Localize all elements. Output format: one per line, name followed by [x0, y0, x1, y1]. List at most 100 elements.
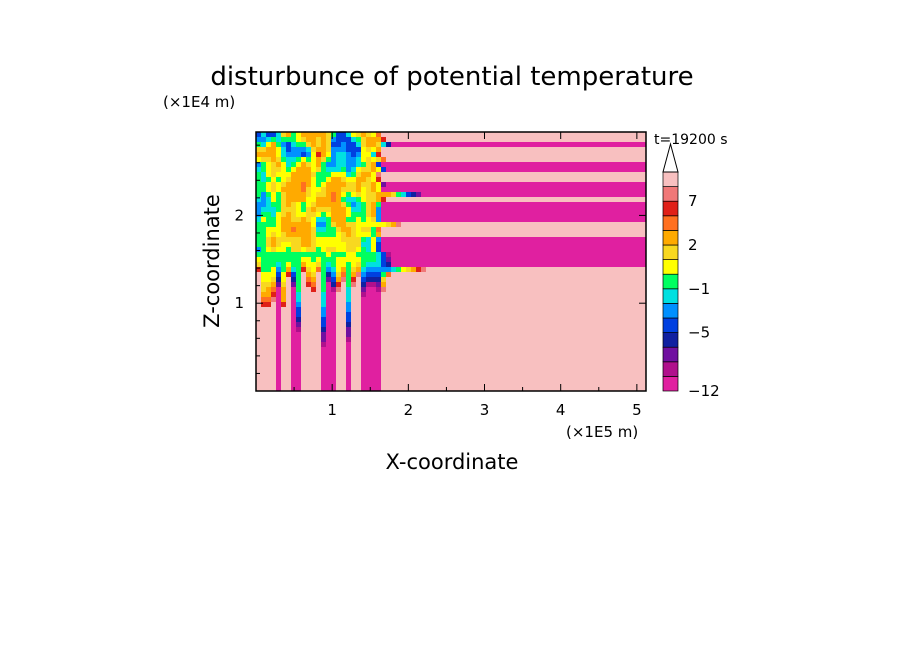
contour-cell: [641, 387, 646, 391]
contour-cell: [301, 292, 307, 298]
contour-cell: [461, 232, 467, 238]
contour-cell: [506, 132, 512, 138]
contour-cell: [261, 162, 267, 168]
contour-cell: [371, 267, 377, 273]
contour-cell: [636, 312, 642, 318]
contour-cell: [521, 152, 527, 158]
contour-cell: [491, 292, 497, 298]
contour-cell: [281, 332, 287, 338]
contour-cell: [406, 357, 412, 363]
contour-cell: [321, 132, 327, 138]
contour-cell: [491, 362, 497, 368]
contour-cell: [606, 217, 612, 223]
contour-cell: [416, 282, 422, 288]
contour-cell: [556, 212, 562, 218]
contour-cell: [451, 332, 457, 338]
contour-cell: [336, 242, 342, 248]
contour-cell: [336, 342, 342, 348]
contour-cell: [386, 262, 392, 268]
contour-cell: [486, 262, 492, 268]
contour-cell: [351, 327, 357, 333]
contour-cell: [521, 342, 527, 348]
contour-cell: [591, 327, 597, 333]
contour-cell: [276, 267, 282, 273]
contour-cell: [266, 362, 272, 368]
contour-cell: [351, 347, 357, 353]
contour-cell: [291, 132, 297, 138]
contour-cell: [516, 227, 522, 233]
contour-cell: [606, 247, 612, 253]
contour-cell: [256, 217, 262, 223]
contour-cell: [536, 312, 542, 318]
contour-cell: [321, 327, 327, 333]
contour-cell: [596, 217, 602, 223]
contour-cell: [451, 382, 457, 388]
contour-cell: [621, 342, 627, 348]
contour-cell: [541, 242, 547, 248]
contour-cell: [336, 302, 342, 308]
contour-cell: [581, 377, 587, 383]
contour-cell: [476, 357, 482, 363]
contour-cell: [521, 302, 527, 308]
contour-cell: [491, 317, 497, 323]
contour-cell: [326, 292, 332, 298]
contour-cell: [461, 272, 467, 278]
contour-cell: [266, 347, 272, 353]
contour-cell: [461, 222, 467, 228]
contour-cell: [256, 307, 262, 313]
contour-cell: [516, 272, 522, 278]
contour-cell: [276, 132, 282, 138]
contour-cell: [631, 137, 637, 143]
contour-cell: [611, 247, 617, 253]
contour-cell: [371, 332, 377, 338]
contour-cell: [536, 222, 542, 228]
contour-cell: [461, 367, 467, 373]
contour-cell: [401, 177, 407, 183]
contour-cell: [546, 217, 552, 223]
contour-cell: [626, 362, 632, 368]
contour-cell: [476, 302, 482, 308]
contour-cell: [526, 357, 532, 363]
contour-cell: [321, 347, 327, 353]
contour-cell: [331, 177, 337, 183]
contour-cell: [256, 152, 262, 158]
contour-cell: [491, 237, 497, 243]
contour-cell: [401, 167, 407, 173]
contour-cell: [566, 167, 572, 173]
contour-cell: [346, 277, 352, 283]
contour-cell: [351, 337, 357, 343]
contour-cell: [306, 177, 312, 183]
contour-cell: [626, 342, 632, 348]
contour-cell: [591, 187, 597, 193]
contour-cell: [441, 227, 447, 233]
contour-cell: [471, 172, 477, 178]
contour-cell: [486, 277, 492, 283]
contour-cell: [266, 282, 272, 288]
contour-cell: [276, 362, 282, 368]
contour-cell: [506, 157, 512, 163]
contour-cell: [481, 292, 487, 298]
contour-cell: [271, 312, 277, 318]
contour-cell: [466, 207, 472, 213]
contour-cell: [626, 302, 632, 308]
contour-cell: [631, 277, 637, 283]
contour-cell: [256, 292, 262, 298]
contour-cell: [256, 387, 262, 391]
contour-cell: [621, 322, 627, 328]
contour-cell: [556, 372, 562, 378]
contour-cell: [396, 292, 402, 298]
contour-cell: [261, 202, 267, 208]
contour-cell: [296, 287, 302, 293]
contour-cell: [366, 347, 372, 353]
contour-cell: [636, 362, 642, 368]
contour-cell: [331, 212, 337, 218]
contour-cell: [531, 152, 537, 158]
contour-cell: [596, 372, 602, 378]
contour-cell: [406, 212, 412, 218]
contour-cell: [446, 327, 452, 333]
contour-cell: [316, 372, 322, 378]
contour-cell: [526, 237, 532, 243]
contour-cell: [636, 282, 642, 288]
contour-cell: [471, 202, 477, 208]
contour-cell: [571, 312, 577, 318]
